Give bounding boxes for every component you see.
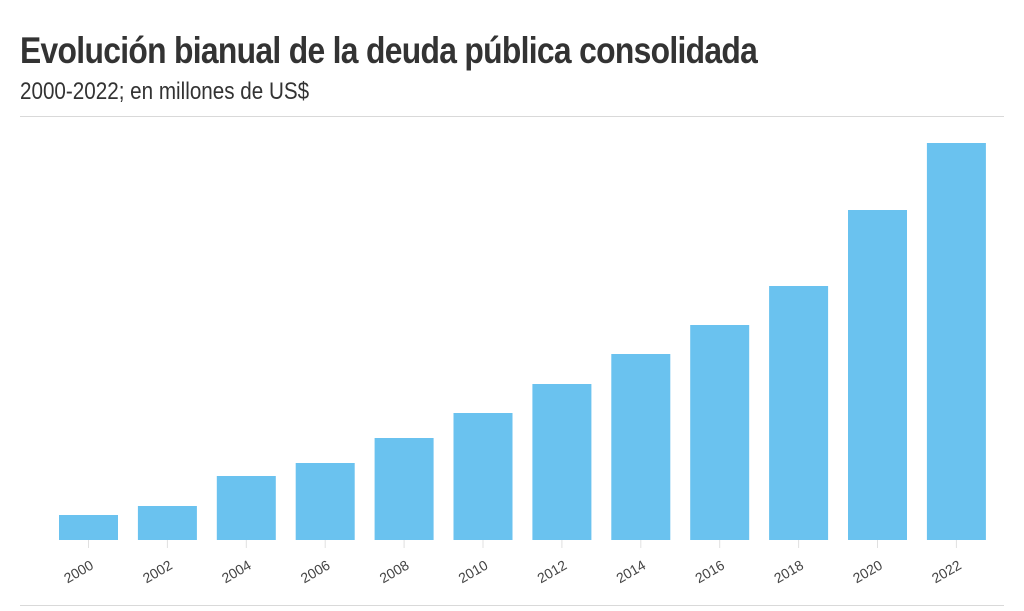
chart-subtitle: 2000-2022; en millones de US$ (20, 78, 310, 105)
bar-2010 (453, 413, 513, 540)
footer-divider (20, 605, 1004, 606)
x-tick-label: 2010 (456, 557, 491, 587)
x-tick-label: 2012 (534, 557, 569, 587)
header-divider (20, 116, 1004, 117)
bar-2004 (216, 476, 276, 540)
x-tick-label: 2004 (219, 557, 254, 587)
x-tick-label: 2006 (298, 557, 333, 587)
x-axis-ticks (88, 540, 957, 548)
bar-2018 (769, 286, 829, 540)
bar-2022 (926, 143, 986, 540)
x-tick-label: 2014 (613, 557, 648, 587)
x-tick-label: 2008 (377, 557, 412, 587)
bar-2016 (690, 325, 750, 540)
x-tick-label: 2020 (850, 557, 885, 587)
bar-2006 (295, 463, 355, 540)
bar-2000 (59, 515, 118, 540)
x-axis-labels: 2000 2002 2004 2006 2008 2010 2012 2014 2016 2018… (61, 557, 964, 587)
x-tick-label: 2018 (771, 557, 806, 587)
bar-2014 (611, 354, 671, 540)
x-tick-label: 2002 (140, 557, 175, 587)
chart-title: Evolución bianual de la deuda pública co… (20, 30, 758, 71)
bar-2012 (532, 384, 592, 540)
bars (59, 143, 986, 540)
bar-2008 (374, 438, 434, 540)
x-tick-label: 2000 (61, 557, 96, 587)
x-tick-label: 2022 (929, 557, 964, 587)
bar-2020 (848, 210, 907, 540)
bar-2002 (137, 506, 197, 540)
x-tick-label: 2016 (692, 557, 727, 587)
